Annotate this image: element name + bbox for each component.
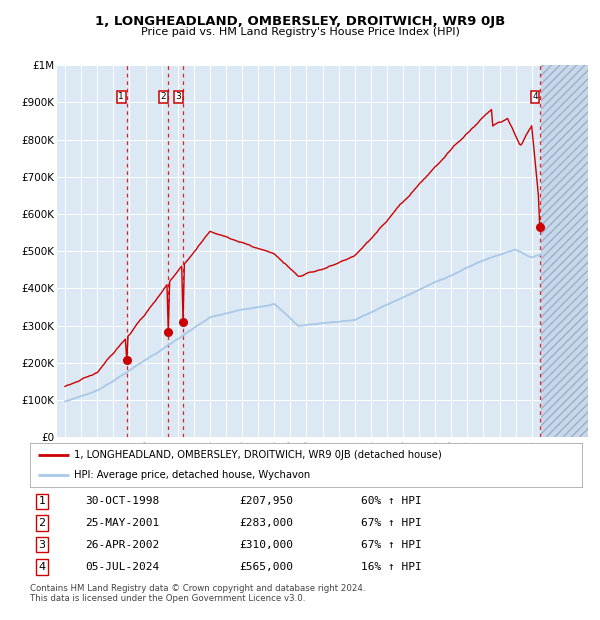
Text: 2: 2 [160,92,166,101]
Text: 4: 4 [38,562,46,572]
Text: 3: 3 [175,92,181,101]
Text: 16% ↑ HPI: 16% ↑ HPI [361,562,422,572]
Text: £565,000: £565,000 [240,562,294,572]
Text: 1, LONGHEADLAND, OMBERSLEY, DROITWICH, WR9 0JB: 1, LONGHEADLAND, OMBERSLEY, DROITWICH, W… [95,16,505,29]
Text: £207,950: £207,950 [240,497,294,507]
Text: 25-MAY-2001: 25-MAY-2001 [85,518,160,528]
Bar [541,65,588,437]
Text: 60% ↑ HPI: 60% ↑ HPI [361,497,422,507]
Text: Contains HM Land Registry data © Crown copyright and database right 2024.
This d: Contains HM Land Registry data © Crown c… [30,584,365,603]
Text: 1: 1 [118,92,124,101]
Text: 26-APR-2002: 26-APR-2002 [85,539,160,550]
Text: £283,000: £283,000 [240,518,294,528]
Text: 3: 3 [38,539,46,550]
Text: 05-JUL-2024: 05-JUL-2024 [85,562,160,572]
Text: 1: 1 [38,497,46,507]
Text: Price paid vs. HM Land Registry's House Price Index (HPI): Price paid vs. HM Land Registry's House … [140,27,460,37]
Text: £310,000: £310,000 [240,539,294,550]
Text: 67% ↑ HPI: 67% ↑ HPI [361,518,422,528]
Text: 1, LONGHEADLAND, OMBERSLEY, DROITWICH, WR9 0JB (detached house): 1, LONGHEADLAND, OMBERSLEY, DROITWICH, W… [74,450,442,460]
Text: HPI: Average price, detached house, Wychavon: HPI: Average price, detached house, Wych… [74,470,310,480]
Text: 4: 4 [532,92,538,101]
Text: 67% ↑ HPI: 67% ↑ HPI [361,539,422,550]
Text: 30-OCT-1998: 30-OCT-1998 [85,497,160,507]
Text: 2: 2 [38,518,46,528]
